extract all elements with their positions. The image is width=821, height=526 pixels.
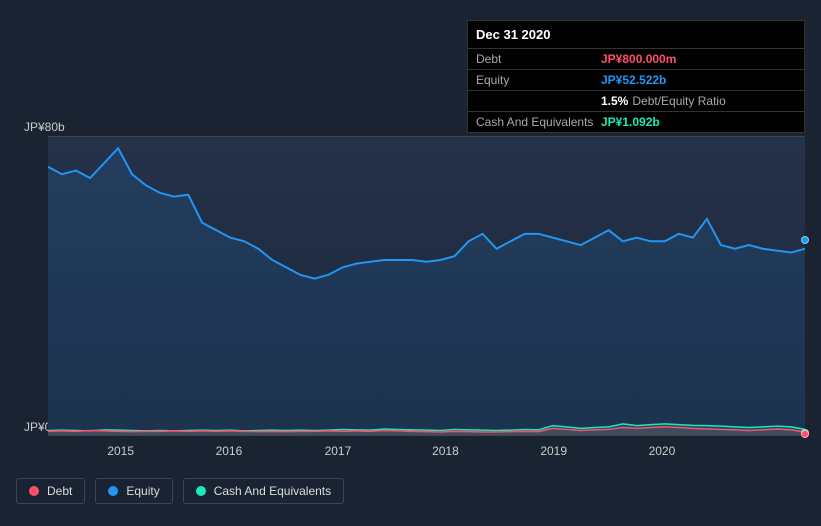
x-axis-label: 2018 [432, 444, 459, 458]
legend-dot-icon [29, 486, 39, 496]
chart-tooltip: Dec 31 2020 DebtJP¥800.000mEquityJP¥52.5… [467, 20, 805, 133]
legend-item-equity[interactable]: Equity [95, 478, 172, 504]
chart-legend: Debt Equity Cash And Equivalents [16, 478, 344, 504]
legend-item-cash-and-equivalents[interactable]: Cash And Equivalents [183, 478, 344, 504]
chart-plot-area[interactable] [48, 136, 805, 436]
tooltip-row-value: JP¥1.092b [601, 115, 660, 129]
x-axis-label: 2017 [325, 444, 352, 458]
tooltip-row-label: Debt [476, 52, 601, 66]
tooltip-rows: DebtJP¥800.000mEquityJP¥52.522b1.5%Debt/… [468, 49, 804, 132]
series-area-equity [48, 148, 805, 435]
legend-dot-icon [108, 486, 118, 496]
tooltip-row-value-wrap: 1.5% Debt/Equity Ratio [601, 94, 726, 108]
tooltip-row-value: 1.5% [601, 94, 628, 108]
tooltip-row: DebtJP¥800.000m [468, 49, 804, 70]
tooltip-row-value-wrap: JP¥800.000m [601, 52, 676, 66]
legend-item-debt[interactable]: Debt [16, 478, 85, 504]
tooltip-row: 1.5% Debt/Equity Ratio [468, 91, 804, 112]
tooltip-row-suffix: Debt/Equity Ratio [632, 94, 725, 108]
tooltip-date: Dec 31 2020 [468, 21, 804, 49]
series-end-marker [801, 236, 809, 244]
legend-label: Equity [126, 484, 159, 498]
tooltip-row-value-wrap: JP¥52.522b [601, 73, 666, 87]
legend-label: Cash And Equivalents [214, 484, 331, 498]
series-end-marker [801, 430, 809, 438]
tooltip-row-value-wrap: JP¥1.092b [601, 115, 660, 129]
x-axis-label: 2016 [216, 444, 243, 458]
tooltip-row-label: Equity [476, 73, 601, 87]
x-axis-label: 2015 [107, 444, 134, 458]
tooltip-row-label: Cash And Equivalents [476, 115, 601, 129]
tooltip-row: EquityJP¥52.522b [468, 70, 804, 91]
x-axis-labels: 2015 2016 2017 2018 2019 2020 [48, 444, 805, 464]
tooltip-row: Cash And EquivalentsJP¥1.092b [468, 112, 804, 132]
legend-label: Debt [47, 484, 72, 498]
x-axis-label: 2020 [649, 444, 676, 458]
chart-svg [48, 137, 805, 435]
x-axis-label: 2019 [540, 444, 567, 458]
y-axis-top-label: JP¥80b [24, 120, 65, 134]
tooltip-row-value: JP¥52.522b [601, 73, 666, 87]
tooltip-row-value: JP¥800.000m [601, 52, 676, 66]
legend-dot-icon [196, 486, 206, 496]
tooltip-row-label [476, 94, 601, 108]
